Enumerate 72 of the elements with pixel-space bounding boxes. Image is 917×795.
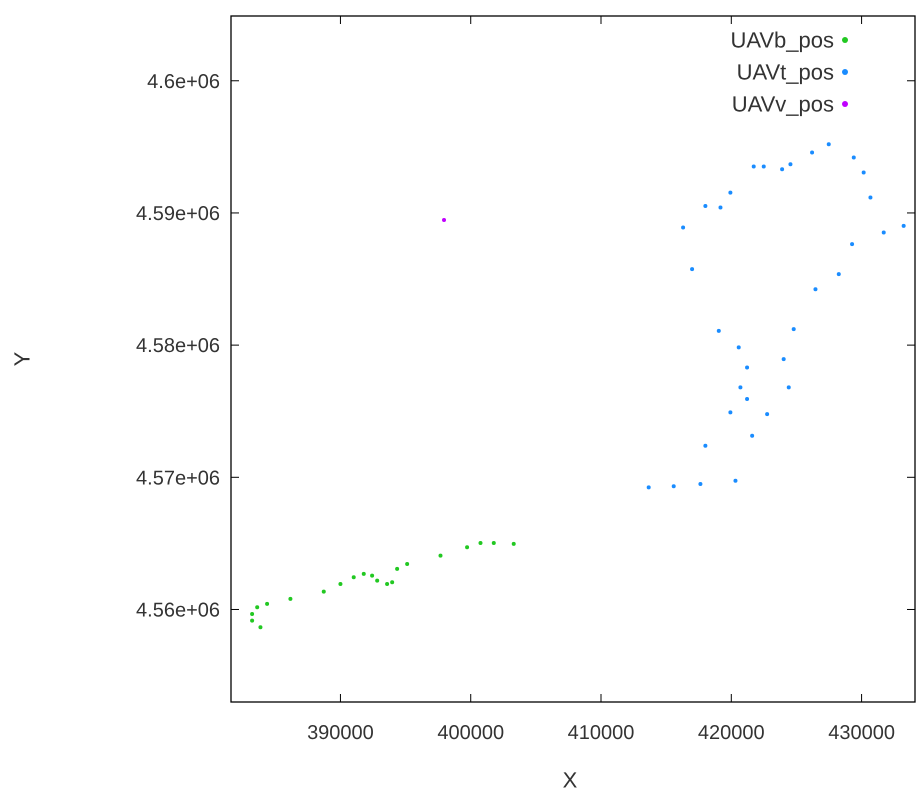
point [782, 357, 786, 362]
point [733, 478, 738, 483]
point [465, 545, 470, 550]
point [813, 287, 818, 292]
x-tick-label: 410000 [568, 722, 634, 744]
y-tick-label: 4.6e+06 [147, 70, 220, 93]
x-tick-label: 430000 [828, 722, 895, 744]
point [338, 582, 342, 586]
point [852, 156, 856, 160]
point [698, 482, 702, 486]
point [288, 596, 292, 601]
point [352, 575, 356, 580]
point [390, 580, 394, 584]
point [765, 412, 770, 416]
point [395, 566, 400, 571]
legend-label: UAVt_pos [736, 60, 834, 85]
point [762, 164, 766, 169]
point [750, 434, 754, 438]
point [745, 397, 750, 402]
point [255, 605, 260, 610]
point [672, 484, 676, 488]
point [792, 327, 796, 332]
point [375, 578, 380, 583]
point [250, 618, 254, 623]
point [690, 267, 694, 272]
point [868, 195, 872, 200]
point [752, 164, 756, 169]
point [322, 590, 326, 594]
point [736, 345, 741, 350]
point [265, 602, 270, 606]
point [745, 365, 750, 370]
point [850, 242, 854, 246]
y-tick-label: 4.57e+06 [136, 467, 220, 490]
point [718, 206, 722, 210]
y-tick-label: 4.56e+06 [136, 599, 220, 622]
point [728, 410, 732, 414]
x-axis-title: X [562, 768, 578, 793]
x-tick-label: 420000 [698, 722, 765, 744]
point [681, 225, 686, 230]
point [438, 554, 442, 558]
point [250, 612, 254, 616]
point [862, 170, 866, 174]
point [385, 582, 390, 586]
point [902, 224, 906, 228]
point [810, 150, 814, 155]
point [716, 328, 721, 333]
point [788, 162, 792, 166]
point [442, 218, 446, 222]
point [370, 574, 374, 578]
point [826, 142, 831, 146]
point [703, 444, 708, 448]
y-axis-title: Y [10, 351, 35, 366]
point [780, 167, 784, 172]
x-tick-label: 390000 [307, 722, 374, 744]
legend-label: UAVv_pos [732, 92, 834, 117]
point [786, 385, 791, 390]
point [362, 572, 366, 576]
point [728, 190, 732, 195]
point [882, 230, 886, 235]
point [258, 625, 262, 630]
point [405, 562, 410, 566]
point [703, 204, 708, 208]
point [646, 485, 651, 490]
point [738, 385, 742, 390]
y-tick-label: 4.58e+06 [136, 335, 220, 358]
x-tick-label: 400000 [437, 722, 504, 744]
y-tick-label: 4.59e+06 [136, 202, 220, 225]
point [492, 540, 496, 545]
point [836, 272, 841, 276]
point [478, 540, 482, 545]
legend-label: UAVb_pos [730, 28, 834, 53]
point [512, 542, 516, 546]
